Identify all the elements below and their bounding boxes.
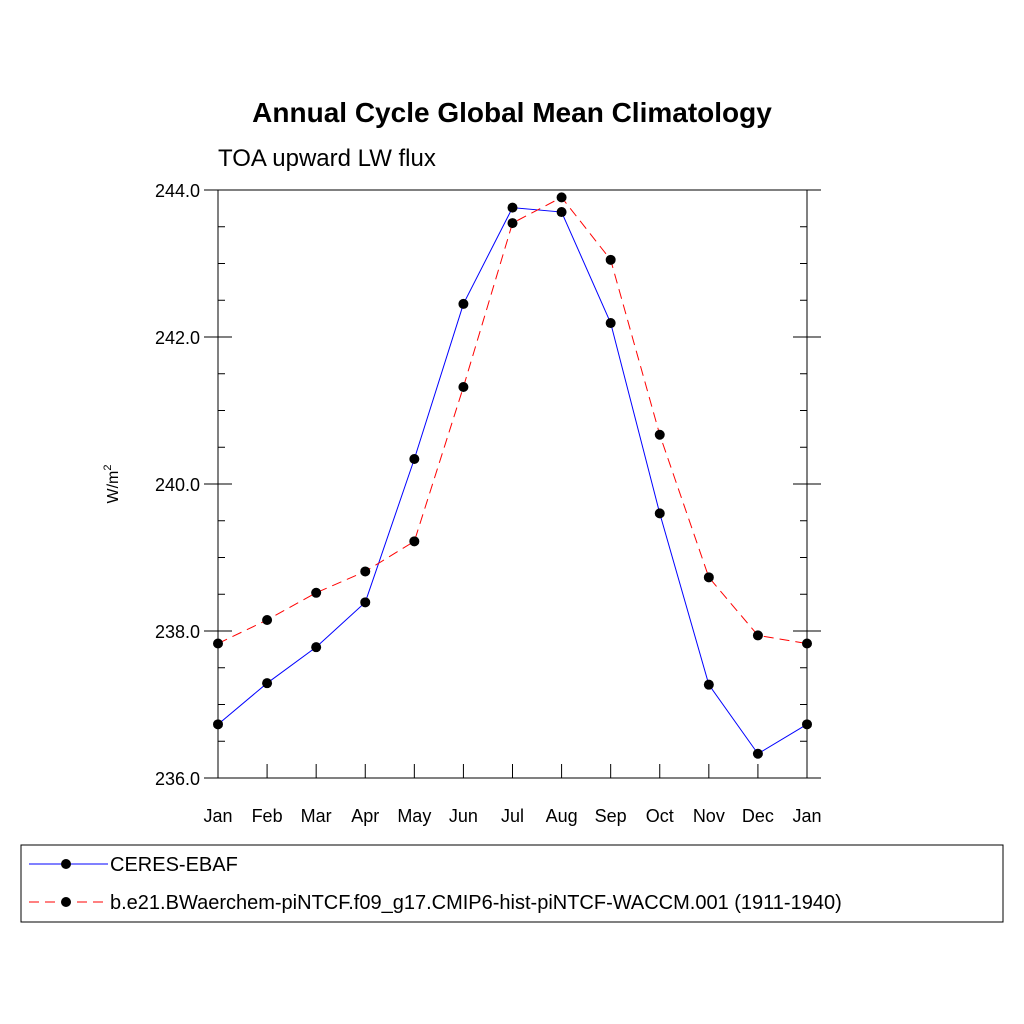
series-1-point-4 (409, 536, 420, 547)
series-line-0 (217, 207, 808, 755)
y-axis-label-superscript: 2 (102, 465, 114, 471)
x-tick-label: Jul (501, 806, 524, 826)
x-tick-label: May (397, 806, 431, 826)
series-0-point-3 (360, 597, 371, 608)
y-tick-label: 242.0 (155, 328, 200, 348)
y-tick-label: 236.0 (155, 769, 200, 789)
series-1-point-5 (458, 381, 469, 392)
series-1-point-2 (311, 587, 322, 598)
x-tick-label: Sep (595, 806, 627, 826)
x-tick-label: Aug (546, 806, 578, 826)
series-0-point-4 (409, 454, 420, 465)
axis-ticks (204, 189, 821, 779)
x-tick-label: Dec (742, 806, 774, 826)
x-tick-label: Nov (693, 806, 725, 826)
legend: CERES-EBAF b.e21.BWaerchem-piNTCF.f09_g1… (20, 844, 1004, 923)
plot-frame (217, 189, 808, 779)
x-tick-label: Jun (449, 806, 478, 826)
series-0-point-1 (262, 678, 273, 689)
series-0-point-6 (507, 202, 518, 213)
legend-label-ceres: CERES-EBAF (110, 854, 238, 876)
series-0-point-5 (458, 298, 469, 309)
y-tick-labels: 236.0 238.0 240.0 242.0 244.0 (155, 181, 200, 789)
y-axis-label-unit: W/m (105, 471, 122, 504)
y-tick-label: 240.0 (155, 475, 200, 495)
series-1-point-3 (360, 566, 371, 577)
y-tick-label: 244.0 (155, 181, 200, 201)
legend-box (20, 844, 1004, 923)
series-1-point-11 (752, 630, 763, 641)
series-0-point-2 (311, 642, 322, 653)
x-tick-label: Apr (351, 806, 379, 826)
series-1-point-7 (556, 192, 567, 203)
series-1-point-8 (605, 254, 616, 265)
series-1-point-9 (654, 429, 665, 440)
series-0-point-11 (752, 748, 763, 759)
x-tick-labels: Jan Feb Mar Apr May Jun Jul Aug Sep Oct Nov Dec Jan (203, 806, 821, 826)
y-axis-label: W/m2 (102, 465, 122, 504)
chart-title: Annual Cycle Global Mean Climatology (252, 97, 772, 128)
series-0-point-10 (703, 679, 714, 690)
series-1-point-6 (507, 218, 518, 229)
series-1-point-1 (262, 614, 273, 625)
x-tick-label: Jan (203, 806, 232, 826)
x-tick-label: Oct (646, 806, 674, 826)
x-tick-label: Mar (301, 806, 332, 826)
chart-subtitle: TOA upward LW flux (218, 145, 436, 172)
legend-marker-model (61, 897, 71, 907)
series-0-point-8 (605, 318, 616, 329)
series-0-point-9 (654, 508, 665, 519)
legend-label-model: b.e21.BWaerchem-piNTCF.f09_g17.CMIP6-his… (110, 892, 842, 914)
series-layer (213, 192, 812, 759)
legend-marker-ceres (61, 859, 71, 869)
x-tick-label: Jan (792, 806, 821, 826)
series-1-point-10 (703, 572, 714, 583)
series-0-point-7 (556, 207, 567, 218)
series-line-1 (217, 196, 808, 644)
x-tick-label: Feb (252, 806, 283, 826)
y-tick-label: 238.0 (155, 622, 200, 642)
